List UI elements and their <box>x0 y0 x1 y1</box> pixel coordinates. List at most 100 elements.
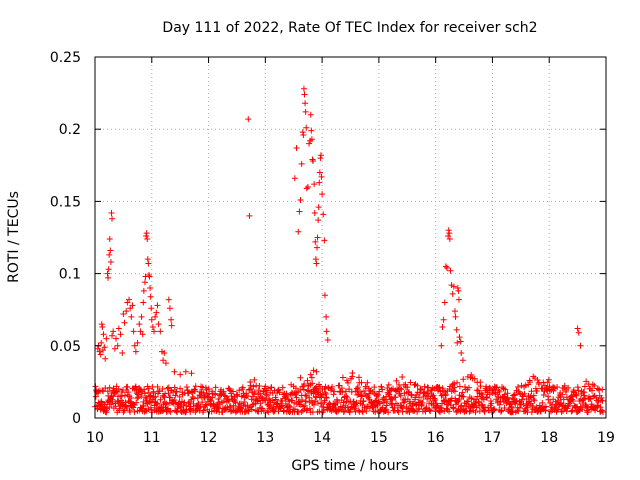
background-point <box>408 392 415 399</box>
background-point <box>163 400 170 407</box>
background-point <box>508 404 515 411</box>
background-point <box>524 404 531 411</box>
background-point <box>378 383 385 390</box>
background-point <box>374 401 381 408</box>
background-point <box>379 386 386 393</box>
data-point <box>306 140 313 147</box>
data-point <box>129 302 136 309</box>
data-point <box>454 339 461 346</box>
background-point <box>329 383 336 390</box>
data-point <box>440 316 447 323</box>
background-point <box>282 400 289 407</box>
data-point <box>308 127 315 134</box>
background-point <box>414 382 421 389</box>
background-point <box>489 390 496 397</box>
data-point <box>442 263 449 270</box>
background-point <box>226 404 233 411</box>
background-point <box>214 404 221 411</box>
data-point <box>316 169 323 176</box>
background-point <box>527 393 534 400</box>
background-point <box>167 408 174 415</box>
data-point <box>457 338 464 345</box>
background-point <box>300 386 307 393</box>
data-point <box>177 371 184 378</box>
data-point <box>148 305 155 312</box>
data-point <box>103 335 110 342</box>
background-point <box>122 399 129 406</box>
background-point <box>272 396 279 403</box>
background-point <box>419 399 426 406</box>
background-point <box>264 385 271 392</box>
data-point <box>438 342 445 349</box>
background-point <box>124 384 131 391</box>
background-point <box>316 408 323 415</box>
background-point <box>121 407 128 414</box>
data-point <box>307 371 314 378</box>
data-point <box>295 228 302 235</box>
background-point <box>220 388 227 395</box>
background-point <box>185 389 192 396</box>
data-point <box>299 129 306 136</box>
data-point <box>298 160 305 167</box>
data-point <box>138 313 145 320</box>
background-point <box>511 392 518 399</box>
background-point <box>245 408 252 415</box>
background-point <box>474 387 481 394</box>
data-point <box>451 308 458 315</box>
background-point <box>236 387 243 394</box>
background-point <box>465 398 472 405</box>
data-point <box>131 342 138 349</box>
data-point <box>161 350 168 357</box>
background-point <box>581 383 588 390</box>
background-point <box>569 407 576 414</box>
background-point <box>257 390 264 397</box>
background-point <box>149 383 156 390</box>
background-point <box>520 393 527 400</box>
background-point <box>460 376 467 383</box>
data-point <box>145 272 152 279</box>
data-point <box>323 328 330 335</box>
background-point <box>407 379 414 386</box>
background-point <box>393 377 400 384</box>
data-point <box>110 328 117 335</box>
background-point <box>191 388 198 395</box>
plot-frame <box>94 56 607 419</box>
background-point <box>599 386 606 393</box>
data-point <box>575 329 582 336</box>
background-point <box>189 393 196 400</box>
data-point <box>146 273 153 280</box>
data-point <box>452 313 459 320</box>
data-point <box>577 342 584 349</box>
background-point <box>293 394 300 401</box>
background-point <box>419 386 426 393</box>
background-point <box>145 385 152 392</box>
background-point <box>346 408 353 415</box>
background-point <box>298 408 305 415</box>
background-point <box>596 387 603 394</box>
background-point <box>250 383 257 390</box>
background-point <box>399 405 406 412</box>
background-point <box>244 393 251 400</box>
background-point <box>154 400 161 407</box>
y-axis-label: ROTI / TECUs <box>6 191 22 283</box>
data-point <box>104 270 111 277</box>
background-point <box>408 391 415 398</box>
background-point <box>348 388 355 395</box>
background-point <box>486 391 493 398</box>
background-point <box>366 390 373 397</box>
data-point <box>458 350 465 357</box>
background-point <box>475 387 482 394</box>
background-point <box>345 379 352 386</box>
background-point <box>451 384 458 391</box>
background-point <box>545 376 552 383</box>
y-tick-label: 0.05 <box>50 339 81 355</box>
y-tick-label: 0.1 <box>59 267 81 283</box>
background-point <box>125 389 132 396</box>
data-point <box>98 321 105 328</box>
background-point <box>265 395 272 402</box>
data-point <box>141 279 148 286</box>
background-point <box>244 407 251 414</box>
x-tick-label: 17 <box>484 430 502 446</box>
background-point <box>411 408 418 415</box>
background-point <box>427 408 434 415</box>
